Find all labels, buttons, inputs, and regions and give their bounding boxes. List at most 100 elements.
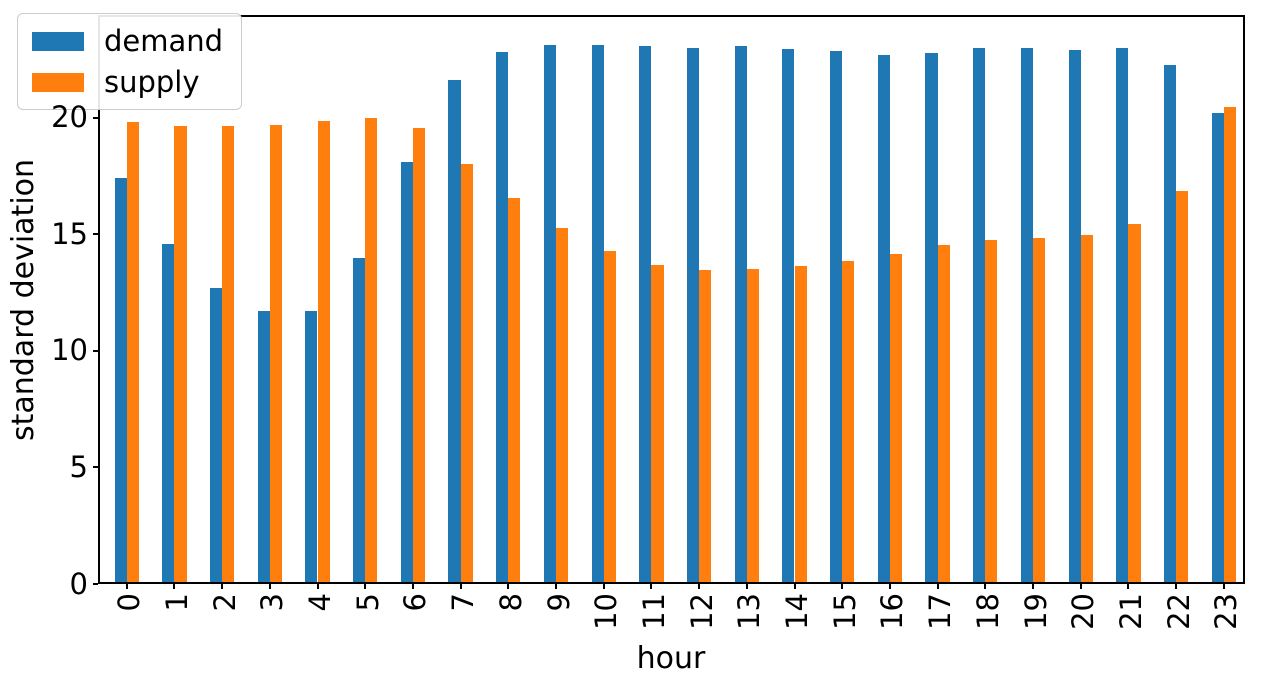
x-axis-label-text: hour — [636, 641, 706, 676]
bar-demand-hour-13 — [734, 46, 747, 584]
bar-demand-hour-4 — [305, 311, 318, 584]
x-tick-20 — [1079, 584, 1082, 589]
bar-supply-hour-9 — [556, 228, 569, 584]
x-tick-16 — [888, 584, 891, 589]
x-tick-label-text: 3 — [255, 593, 290, 612]
bar-supply-hour-16 — [889, 254, 903, 584]
bar-supply-hour-4 — [317, 121, 330, 584]
bar-supply-hour-12 — [699, 270, 712, 584]
bar-demand-hour-20 — [1068, 49, 1081, 584]
x-tick-12 — [698, 584, 701, 589]
bar-demand-hour-9 — [543, 45, 556, 584]
legend-item-supply: supply — [32, 67, 223, 97]
bar-supply-hour-17 — [937, 244, 950, 584]
x-tick-19 — [1032, 584, 1034, 589]
bar-supply-hour-21 — [1128, 223, 1141, 584]
x-tick-4 — [316, 584, 319, 589]
bar-supply-hour-23 — [1223, 107, 1236, 584]
bar-supply-hour-10 — [603, 250, 616, 584]
x-tick-label-text: 10 — [589, 593, 624, 630]
plot-area — [98, 15, 1245, 584]
bar-demand-hour-15 — [830, 51, 843, 584]
bar-demand-hour-0 — [114, 178, 127, 584]
x-tick-label-text: 15 — [827, 593, 862, 630]
x-tick-13 — [745, 584, 748, 589]
bar-supply-hour-15 — [842, 261, 855, 584]
bar-demand-hour-16 — [877, 54, 890, 584]
x-tick-7 — [459, 584, 462, 589]
bar-supply-hour-3 — [269, 124, 282, 584]
x-tick-label-text: 18 — [970, 593, 1005, 630]
legend-item-demand: demand — [32, 26, 223, 56]
x-tick-5 — [364, 584, 367, 589]
legend-swatch-supply — [32, 72, 84, 92]
x-tick-label-text: 16 — [875, 593, 910, 630]
bar-supply-hour-1 — [174, 125, 187, 584]
x-tick-label-text: 9 — [541, 593, 576, 612]
bar-demand-hour-19 — [1020, 47, 1033, 584]
bar-demand-hour-12 — [686, 47, 700, 584]
x-tick-label-text: 11 — [636, 593, 671, 630]
x-tick-6 — [411, 584, 414, 589]
bar-supply-hour-0 — [126, 122, 139, 584]
x-tick-label-text: 2 — [207, 593, 242, 612]
y-tick-label-20: 20 — [51, 100, 88, 135]
x-tick-11 — [650, 584, 653, 589]
x-tick-label-text: 1 — [159, 593, 194, 612]
bar-supply-hour-2 — [222, 125, 235, 584]
bar-demand-hour-22 — [1163, 65, 1177, 584]
bar-supply-hour-6 — [412, 128, 426, 584]
x-tick-label-text: 4 — [303, 593, 337, 612]
x-tick-0 — [125, 584, 128, 589]
x-tick-9 — [555, 584, 557, 589]
x-tick-2 — [221, 584, 224, 589]
x-tick-label-text: 13 — [732, 593, 767, 630]
x-tick-label-text: 19 — [1018, 593, 1053, 630]
y-tick-label-5: 5 — [69, 449, 88, 484]
x-tick-22 — [1175, 584, 1178, 589]
bar-demand-hour-7 — [448, 80, 461, 584]
bar-supply-hour-7 — [460, 164, 473, 584]
x-tick-label-text: 17 — [923, 593, 958, 630]
x-tick-14 — [793, 584, 796, 589]
bar-demand-hour-2 — [209, 287, 223, 584]
x-tick-1 — [173, 584, 176, 589]
legend-label-demand: demand — [104, 24, 224, 58]
x-tick-23 — [1222, 584, 1225, 589]
bar-supply-hour-22 — [1176, 191, 1189, 584]
bar-demand-hour-8 — [496, 52, 509, 584]
bar-demand-hour-10 — [591, 45, 604, 584]
x-tick-label-text: 0 — [112, 593, 147, 612]
y-tick-label-0: 0 — [69, 566, 88, 601]
x-tick-21 — [1127, 584, 1130, 589]
x-tick-3 — [268, 584, 271, 589]
x-tick-label-text: 22 — [1161, 593, 1196, 630]
bar-demand-hour-11 — [639, 46, 652, 584]
bar-demand-hour-21 — [1116, 47, 1129, 584]
y-tick-20 — [93, 116, 98, 119]
bar-demand-hour-6 — [400, 161, 413, 584]
y-tick-10 — [93, 349, 98, 352]
x-tick-label-text: 20 — [1066, 593, 1101, 630]
y-tick-label-15: 15 — [51, 216, 88, 251]
legend: demand supply — [17, 13, 243, 110]
bar-demand-hour-17 — [925, 53, 938, 584]
x-tick-8 — [507, 584, 510, 589]
x-tick-15 — [841, 584, 844, 589]
legend-label-supply: supply — [104, 65, 200, 99]
x-tick-10 — [602, 584, 605, 589]
x-tick-label-text: 8 — [493, 593, 528, 612]
y-tick-label-10: 10 — [51, 333, 88, 368]
x-tick-label-text: 12 — [684, 593, 719, 630]
bar-supply-hour-5 — [365, 117, 378, 584]
bar-supply-hour-8 — [508, 198, 521, 584]
y-tick-0 — [93, 583, 98, 585]
bar-supply-hour-18 — [985, 240, 998, 584]
x-tick-label-text: 21 — [1113, 593, 1148, 630]
x-tick-label-text: 7 — [446, 593, 481, 612]
bar-supply-hour-11 — [651, 264, 664, 584]
bar-supply-hour-14 — [794, 265, 807, 584]
bar-supply-hour-19 — [1033, 237, 1046, 584]
y-tick-5 — [93, 466, 98, 469]
